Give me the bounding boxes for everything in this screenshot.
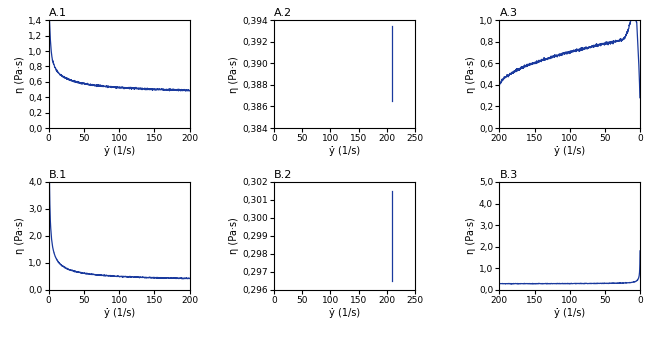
X-axis label: ẏ̇ (1/s): ẏ̇ (1/s) — [329, 146, 360, 156]
Text: A.1: A.1 — [49, 8, 67, 18]
Y-axis label: η (Pa·s): η (Pa·s) — [229, 56, 239, 93]
X-axis label: ẏ̇ (1/s): ẏ̇ (1/s) — [329, 308, 360, 318]
X-axis label: ẏ̇ (1/s): ẏ̇ (1/s) — [554, 308, 586, 318]
Text: A.2: A.2 — [274, 8, 292, 18]
Y-axis label: η (Pa·s): η (Pa·s) — [466, 56, 476, 93]
Y-axis label: η (Pa·s): η (Pa·s) — [16, 56, 25, 93]
Y-axis label: η (Pa·s): η (Pa·s) — [16, 217, 25, 254]
X-axis label: ẏ̇ (1/s): ẏ̇ (1/s) — [554, 146, 586, 156]
Y-axis label: η (Pa·s): η (Pa·s) — [229, 217, 239, 254]
X-axis label: ẏ̇ (1/s): ẏ̇ (1/s) — [103, 308, 135, 318]
Y-axis label: η (Pa·s): η (Pa·s) — [466, 217, 476, 254]
Text: A.3: A.3 — [499, 8, 517, 18]
X-axis label: ẏ̇ (1/s): ẏ̇ (1/s) — [103, 146, 135, 156]
Text: B.1: B.1 — [49, 170, 67, 180]
Text: B.3: B.3 — [499, 170, 517, 180]
Text: B.2: B.2 — [274, 170, 292, 180]
